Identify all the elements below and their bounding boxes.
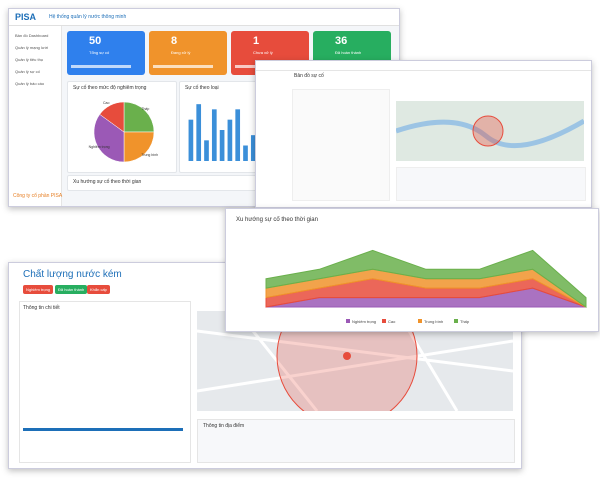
stat-value: 50 (89, 35, 102, 47)
menu-item: Quản lý sự cố (15, 69, 40, 74)
map-layer (197, 311, 513, 411)
incident-title: Chất lượng nước kém (23, 269, 122, 280)
pie-label: Trung bình (141, 153, 159, 158)
detail-panel (19, 301, 191, 463)
location-title: Thông tin địa điểm (203, 423, 245, 429)
stat-value: 8 (171, 35, 178, 47)
legend-swatch (346, 319, 350, 323)
menu-item: Quản lý mạng lưới (15, 45, 49, 50)
sidebar (9, 26, 62, 206)
bar-chart (188, 104, 264, 161)
map (396, 101, 584, 161)
legend-swatch (382, 319, 386, 323)
bar (196, 104, 202, 161)
pie-title: Sự cố theo mức độ nghiêm trọng (73, 85, 147, 91)
badge: Khẩn cấp (87, 285, 110, 294)
bar (204, 140, 209, 161)
trend-chart-title: Xu hướng sự cố theo thời gian (236, 217, 318, 223)
detail-panel (292, 89, 390, 201)
bar (188, 119, 194, 161)
pie-label: Thấp (141, 106, 150, 111)
menu-item: Quản lý báo cáo (15, 81, 45, 86)
card-bar (153, 65, 213, 68)
area (265, 249, 587, 308)
badge: Đã hoàn thành (55, 285, 88, 294)
legend-label: Cao (388, 319, 396, 324)
bar (219, 130, 225, 161)
pie-label: Cao (103, 100, 110, 105)
trend-title: Xu hướng sự cố theo thời gian (73, 179, 142, 185)
stat-label: Đã hoàn thành (335, 50, 362, 55)
pie-slice (123, 101, 155, 133)
menu-item: Bản đồ Dashboard (15, 33, 49, 38)
stat-label: Chưa xử lý (253, 50, 273, 55)
bar (250, 135, 256, 161)
stat-label: Đang xử lý (171, 50, 191, 55)
legend-label: Thấp (460, 319, 470, 324)
map-layer (396, 115, 584, 149)
progress-bar (23, 428, 183, 431)
legend-label: Nghiêm trọng (352, 319, 376, 324)
pie-slice (93, 114, 125, 163)
app-title: Hệ thống quản lý nước thông minh (49, 14, 127, 20)
header (9, 9, 399, 26)
legend-swatch (454, 319, 458, 323)
location-panel (197, 419, 515, 463)
header (256, 61, 591, 71)
map-window-title: Bản đồ sự cố (294, 73, 324, 79)
incident-pin (343, 352, 351, 360)
menu-item: Quản lý tiêu thụ (15, 57, 44, 62)
bar (227, 119, 233, 161)
brand: PISA (15, 12, 37, 22)
detail-title: Thông tin chi tiết (23, 305, 60, 311)
pie-slice (123, 131, 155, 163)
bar (211, 109, 217, 161)
trend-window: Xu hướng sự cố theo thời gian Nghiêm trọ… (225, 208, 599, 332)
legend-swatch (418, 319, 422, 323)
stat-value: 36 (335, 35, 348, 47)
pie-slice (99, 101, 125, 133)
legend-label: Trung bình (424, 319, 443, 324)
bar (243, 145, 248, 161)
bar-title: Sự cố theo loại (185, 85, 219, 91)
stat-label: Tổng sự cố (89, 50, 110, 55)
incident-area (276, 311, 418, 411)
footer: Công ty cổ phần PISA (13, 193, 63, 199)
stat-value: 1 (253, 35, 260, 47)
bar (235, 109, 241, 161)
map-window: Bản đồ sự cố (255, 60, 592, 208)
pie-label: Nghiêm trọng (88, 144, 110, 149)
card-bar (71, 65, 131, 68)
location-panel (396, 167, 586, 201)
badge: Nghiêm trọng (23, 285, 54, 294)
river (396, 118, 584, 149)
area-chart: Nghiêm trọng Cao Trung bình Thấp (265, 249, 587, 324)
incident-area (472, 115, 504, 147)
pie-chart (93, 101, 155, 163)
